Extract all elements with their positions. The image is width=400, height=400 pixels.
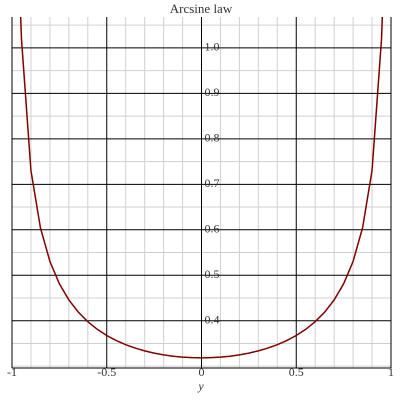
x-tick-label: 0.5 bbox=[289, 365, 304, 379]
y-tick-label: 0.7 bbox=[205, 176, 220, 190]
x-tick-label: -0.5 bbox=[97, 365, 116, 379]
data-line bbox=[19, 17, 384, 359]
chart-title: Arcsine law bbox=[170, 1, 233, 16]
y-tick-label: 1.0 bbox=[205, 40, 220, 54]
y-tick-label: 0.6 bbox=[205, 222, 220, 236]
y-tick-label: 0.5 bbox=[205, 267, 220, 281]
y-tick-label: 0.9 bbox=[205, 85, 220, 99]
x-tick-label: 1 bbox=[388, 365, 394, 379]
x-axis-label: y bbox=[197, 379, 204, 393]
y-tick-label: 0.8 bbox=[205, 131, 220, 145]
y-tick-label: 0.4 bbox=[205, 312, 220, 326]
plot-area bbox=[19, 17, 384, 359]
x-tick-label: -1 bbox=[7, 365, 17, 379]
x-tick-label: 0 bbox=[199, 365, 205, 379]
